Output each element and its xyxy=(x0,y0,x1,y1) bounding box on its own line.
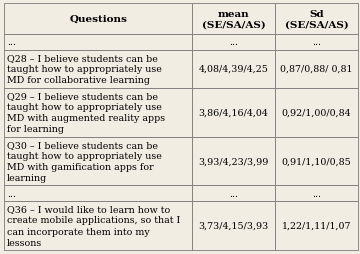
Text: 3,86/4,16/4,04: 3,86/4,16/4,04 xyxy=(199,108,269,117)
Text: Q28 – I believe students can be
taught how to appropriately use
MD for collabora: Q28 – I believe students can be taught h… xyxy=(7,54,162,85)
Bar xyxy=(275,35,358,51)
Bar xyxy=(192,88,275,137)
Text: Questions: Questions xyxy=(69,15,127,24)
Bar xyxy=(192,51,275,88)
Text: ...: ... xyxy=(229,38,238,47)
Bar xyxy=(275,88,358,137)
Bar xyxy=(4,51,192,88)
Text: 3,93/4,23/3,99: 3,93/4,23/3,99 xyxy=(198,157,269,166)
Text: 3,73/4,15/3,93: 3,73/4,15/3,93 xyxy=(199,221,269,230)
Text: ...: ... xyxy=(7,189,16,198)
Bar xyxy=(4,4,192,35)
Bar xyxy=(275,51,358,88)
Text: Sd
(SE/SA/AS): Sd (SE/SA/AS) xyxy=(284,9,348,29)
Text: Q30 – I believe students can be
taught how to appropriately use
MD with gamifica: Q30 – I believe students can be taught h… xyxy=(7,140,162,182)
Bar xyxy=(275,201,358,250)
Text: ...: ... xyxy=(312,38,321,47)
Text: Q36 – I would like to learn how to
create mobile applications, so that I
can inc: Q36 – I would like to learn how to creat… xyxy=(7,204,180,247)
Text: 0,87/0,88/ 0,81: 0,87/0,88/ 0,81 xyxy=(280,65,353,74)
Text: 0,91/1,10/0,85: 0,91/1,10/0,85 xyxy=(282,157,351,166)
Bar xyxy=(192,186,275,201)
Bar xyxy=(4,201,192,250)
Text: 4,08/4,39/4,25: 4,08/4,39/4,25 xyxy=(199,65,269,74)
Bar xyxy=(192,201,275,250)
Bar xyxy=(192,35,275,51)
Bar xyxy=(275,186,358,201)
Text: ...: ... xyxy=(7,38,16,47)
Bar xyxy=(4,186,192,201)
Text: ...: ... xyxy=(229,189,238,198)
Bar xyxy=(4,137,192,186)
Bar xyxy=(192,4,275,35)
Bar xyxy=(4,35,192,51)
Bar xyxy=(192,137,275,186)
Text: 0,92/1,00/0,84: 0,92/1,00/0,84 xyxy=(282,108,351,117)
Bar xyxy=(275,137,358,186)
Text: mean
(SE/SA/AS): mean (SE/SA/AS) xyxy=(202,9,266,29)
Text: Q29 – I believe students can be
taught how to appropriately use
MD with augmente: Q29 – I believe students can be taught h… xyxy=(7,91,165,134)
Text: 1,22/1,11/1,07: 1,22/1,11/1,07 xyxy=(282,221,351,230)
Bar xyxy=(275,4,358,35)
Text: ...: ... xyxy=(312,189,321,198)
Bar xyxy=(4,88,192,137)
